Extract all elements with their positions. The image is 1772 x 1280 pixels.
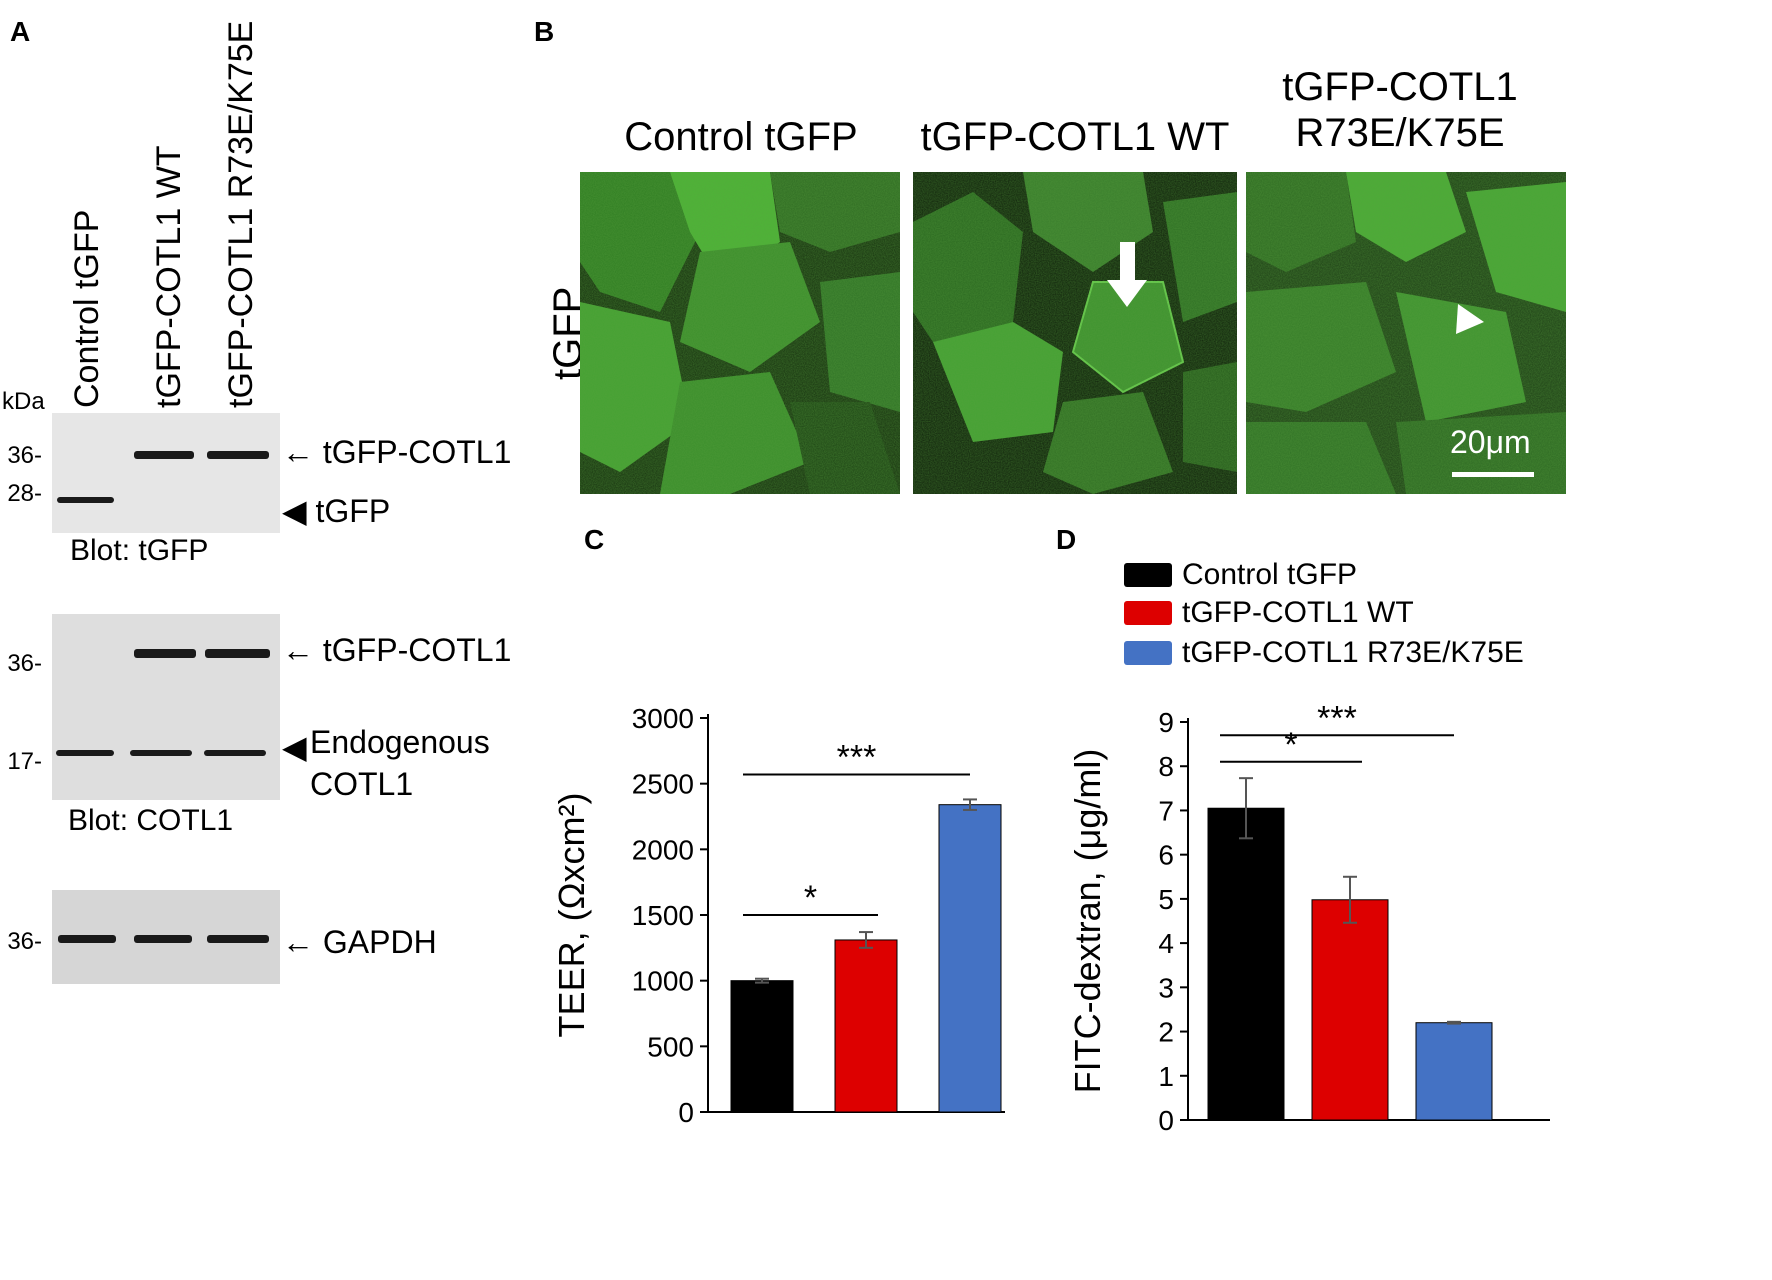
teer-ylabel: TEER, (Ωxcm²) — [551, 793, 592, 1038]
blot-tgfp — [52, 413, 280, 533]
band-cotl1-wt-fusion — [134, 649, 196, 658]
anno-tgfp-cotl1: ← tGFP-COTL1 — [282, 434, 512, 470]
lane-label-control: Control tGFP — [68, 209, 106, 408]
fitc-bar-0 — [1207, 807, 1285, 1121]
mw-28: 28- — [7, 480, 42, 507]
fitc-ytick-label: 0 — [1158, 1105, 1174, 1136]
col-title-wt: tGFP-COTL1 WT — [920, 115, 1230, 159]
legend-swatch-wt — [1124, 601, 1172, 625]
fitc-bar-1 — [1311, 899, 1389, 1121]
fitc-ytick-label: 1 — [1158, 1061, 1174, 1092]
micrograph-mutant — [1246, 172, 1566, 494]
arrow-icon — [1107, 242, 1147, 307]
legend-label-control: Control tGFP — [1182, 558, 1358, 591]
teer-bar-1 — [834, 939, 898, 1113]
anno-endog-line2: COTL1 — [310, 766, 414, 802]
teer-ytick-label: 1500 — [632, 900, 694, 931]
fitc-ytick-label: 9 — [1158, 707, 1174, 738]
teer-ytick-label: 0 — [678, 1097, 694, 1128]
fitc-ytick-label: 8 — [1158, 751, 1174, 782]
fitc-ytick-label: 7 — [1158, 795, 1174, 826]
teer-ytick-label: 500 — [647, 1031, 694, 1062]
fitc-bar-2 — [1415, 1022, 1493, 1121]
band-endog-mut — [204, 750, 266, 756]
teer-ytick-label: 1000 — [632, 966, 694, 997]
legend-entry-wt: tGFP-COTL1 WT — [1124, 596, 1414, 630]
micrograph-wt — [913, 172, 1237, 494]
mw-36b: 36- — [7, 650, 42, 677]
band-endog-wt — [130, 750, 192, 756]
panel-label-a: A — [10, 16, 31, 47]
fitc-ytick-label: 3 — [1158, 972, 1174, 1003]
scale-bar-label: 20μm — [1450, 424, 1531, 460]
panel-label-c: C — [584, 524, 605, 555]
panel-label-d: D — [1056, 524, 1077, 555]
anno-tgfp-cotl1-b: ← tGFP-COTL1 — [282, 632, 512, 668]
micrograph-control — [580, 172, 900, 494]
col-title-mutant-line2: R73E/K75E — [1295, 111, 1505, 155]
fitc-ylabel: FITC-dextran, (μg/ml) — [1067, 749, 1108, 1094]
band-endog-control — [56, 750, 114, 756]
lane-label-wt: tGFP-COTL1 WT — [150, 145, 188, 408]
teer-ytick-label: 2000 — [632, 834, 694, 865]
legend-swatch-control — [1124, 563, 1172, 587]
panel-label-b: B — [534, 16, 555, 47]
col-title-mutant: tGFP-COTL1 R73E/K75E — [1240, 64, 1560, 156]
band-gapdh-control — [58, 935, 116, 943]
col-title-mutant-line1: tGFP-COTL1 — [1282, 65, 1518, 109]
arrowhead-icon — [1456, 304, 1484, 334]
band-tgfp-cotl1-mut — [207, 451, 269, 459]
col-title-control: Control tGFP — [624, 115, 858, 159]
teer-ytick-label: 2500 — [632, 769, 694, 800]
fitc-sig-label-1: *** — [1317, 699, 1357, 737]
blot-cotl1 — [52, 614, 280, 800]
mw-36c: 36- — [7, 928, 42, 955]
teer-sig-label-1: *** — [837, 738, 877, 776]
legend-entry-mutant: tGFP-COTL1 R73E/K75E — [1124, 636, 1524, 670]
anno-tgfp: ◀ tGFP — [282, 493, 391, 529]
scale-bar — [1452, 472, 1534, 477]
kda-label: kDa — [2, 388, 45, 415]
legend-label-wt: tGFP-COTL1 WT — [1182, 596, 1414, 629]
anno-gapdh: ← GAPDH — [282, 924, 437, 960]
legend-entry-control: Control tGFP — [1124, 558, 1357, 592]
band-gapdh-wt — [134, 935, 192, 943]
band-tgfp-control — [57, 497, 114, 503]
fitc-sig-label-0: * — [1284, 726, 1297, 764]
band-cotl1-mut-fusion — [205, 649, 270, 658]
blot-gapdh — [52, 890, 280, 984]
band-tgfp-cotl1-wt — [134, 451, 194, 459]
fitc-ytick-label: 2 — [1158, 1017, 1174, 1048]
fitc-ytick-label: 5 — [1158, 884, 1174, 915]
teer-bar-0 — [730, 980, 794, 1113]
legend-label-mutant: tGFP-COTL1 R73E/K75E — [1182, 636, 1524, 669]
blot-caption-cotl1: Blot: COTL1 — [68, 804, 234, 837]
teer-bar-2 — [938, 804, 1002, 1113]
anno-endog-line1: Endogenous — [310, 724, 490, 760]
fitc-ytick-label: 6 — [1158, 840, 1174, 871]
fitc-ytick-label: 4 — [1158, 928, 1174, 959]
teer-sig-label-0: * — [804, 879, 817, 917]
anno-endog-arrow: ◀ — [282, 729, 307, 765]
teer-ytick-label: 3000 — [632, 703, 694, 734]
legend-swatch-mutant — [1124, 641, 1172, 665]
mw-36: 36- — [7, 442, 42, 469]
blot-caption-tgfp: Blot: tGFP — [70, 534, 209, 567]
mw-17: 17- — [7, 748, 42, 775]
band-gapdh-mut — [207, 935, 269, 943]
lane-label-mutant: tGFP-COTL1 R73E/K75E — [222, 20, 260, 408]
